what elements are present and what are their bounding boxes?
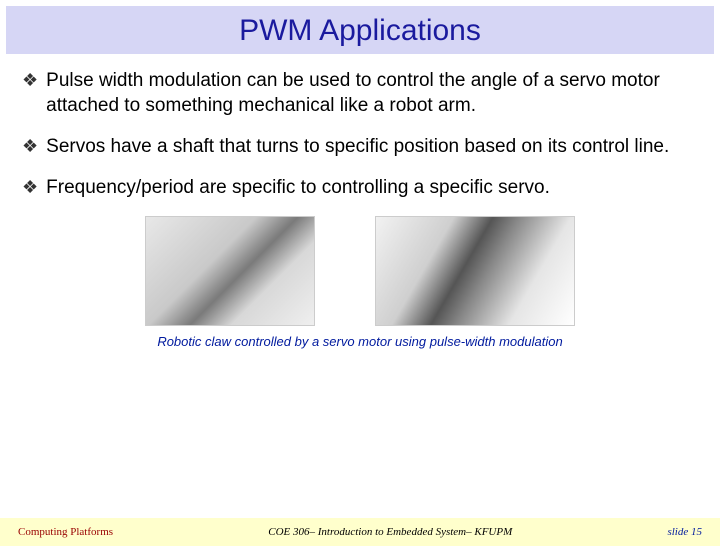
slide-title: PWM Applications [6, 14, 714, 48]
image-row [22, 216, 698, 326]
bullet-text: Servos have a shaft that turns to specif… [46, 134, 669, 159]
diamond-bullet-icon: ❖ [22, 134, 38, 158]
bullet-text: Frequency/period are specific to control… [46, 175, 550, 200]
footer-center: COE 306– Introduction to Embedded System… [268, 526, 512, 538]
bullet-item: ❖ Servos have a shaft that turns to spec… [22, 134, 698, 159]
diamond-bullet-icon: ❖ [22, 175, 38, 199]
footer-bar: Computing Platforms COE 306– Introductio… [0, 518, 720, 546]
bullet-text: Pulse width modulation can be used to co… [46, 68, 698, 118]
diamond-bullet-icon: ❖ [22, 68, 38, 92]
bullet-item: ❖ Frequency/period are specific to contr… [22, 175, 698, 200]
content-area: ❖ Pulse width modulation can be used to … [0, 54, 720, 349]
footer-right: slide 15 [667, 526, 702, 538]
title-bar: PWM Applications [6, 6, 714, 54]
servo-motor-image [145, 216, 315, 326]
image-caption: Robotic claw controlled by a servo motor… [22, 334, 698, 349]
bullet-item: ❖ Pulse width modulation can be used to … [22, 68, 698, 118]
robotic-claw-image [375, 216, 575, 326]
footer-left: Computing Platforms [18, 526, 113, 538]
